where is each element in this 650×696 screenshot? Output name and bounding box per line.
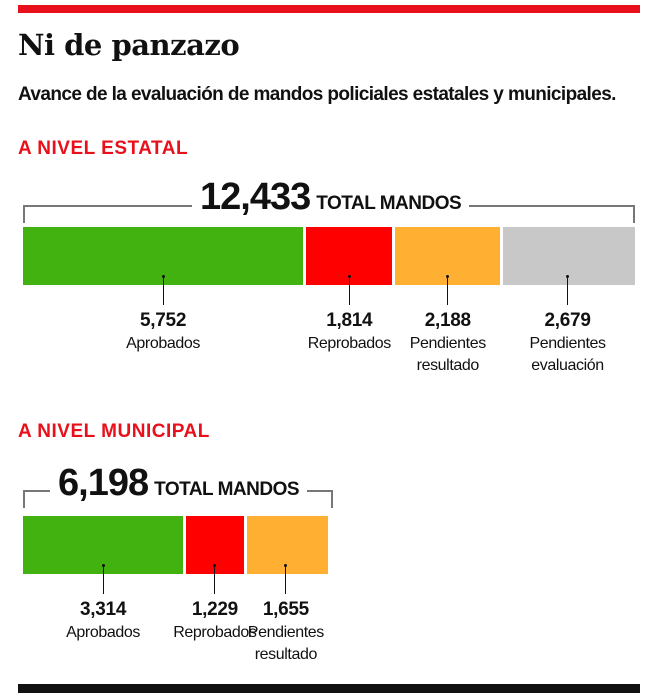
data-label: 1,229 Reprobados — [173, 598, 257, 644]
data-label: 3,314 Aprobados — [66, 598, 140, 644]
data-value: 2,679 — [544, 310, 591, 331]
marker-dot — [284, 564, 288, 567]
total-value: 12,433 — [200, 176, 311, 218]
marker-dot — [566, 275, 570, 278]
leader-line — [567, 277, 569, 305]
section-title-municipal: A NIVEL MUNICIPAL — [18, 421, 210, 442]
data-value: 2,188 — [424, 310, 471, 331]
category-label: resultado — [254, 646, 318, 663]
total-label: TOTAL MANDOS — [316, 193, 462, 214]
leader-line — [447, 277, 449, 305]
leader-line — [214, 566, 216, 594]
category-label: evaluación — [531, 357, 604, 374]
category-label: Aprobados — [66, 624, 140, 641]
data-value: 1,655 — [262, 599, 309, 620]
leader-line — [162, 277, 164, 305]
marker-dot — [161, 275, 165, 278]
category-label: Pendientes — [529, 335, 606, 352]
data-value: 1,814 — [326, 310, 373, 331]
leader-line — [348, 277, 350, 305]
subtitle: Avance de la evaluación de mandos polici… — [18, 84, 616, 105]
data-value: 1,229 — [191, 599, 238, 620]
data-label: 2,679 Pendientes evaluación — [530, 309, 606, 377]
top-rule — [18, 5, 640, 13]
marker-dot — [446, 275, 450, 278]
category-label: Reprobados — [173, 624, 257, 641]
total-value: 6,198 — [58, 462, 149, 504]
category-label: Pendientes — [409, 335, 486, 352]
category-label: Reprobados — [307, 335, 392, 352]
page-title: Ni de panzazo — [18, 28, 240, 62]
bar-segment-pendientes-evaluación — [503, 227, 635, 285]
data-label: 1,814 Reprobados — [307, 309, 392, 355]
category-label: Pendientes — [247, 624, 324, 641]
category-label: resultado — [416, 357, 480, 374]
bottom-rule — [18, 684, 640, 693]
data-label: 1,655 Pendientes resultado — [248, 598, 324, 666]
marker-dot — [101, 564, 105, 567]
data-label: 5,752 Aprobados — [126, 309, 200, 355]
total-municipal: 6,198 TOTAL MANDOS — [50, 462, 308, 505]
marker-dot — [213, 564, 217, 567]
total-label: TOTAL MANDOS — [154, 479, 300, 500]
data-value: 3,314 — [80, 599, 127, 620]
leader-line — [285, 566, 287, 594]
category-label: Aprobados — [126, 335, 200, 352]
leader-line — [102, 566, 104, 594]
data-label: 2,188 Pendientes resultado — [410, 309, 486, 377]
total-estatal: 12,433 TOTAL MANDOS — [192, 176, 470, 219]
data-value: 5,752 — [140, 310, 187, 331]
bar-segment-pendientes-resultado — [246, 516, 329, 574]
section-title-estatal: A NIVEL ESTATAL — [18, 138, 189, 159]
marker-dot — [347, 275, 351, 278]
